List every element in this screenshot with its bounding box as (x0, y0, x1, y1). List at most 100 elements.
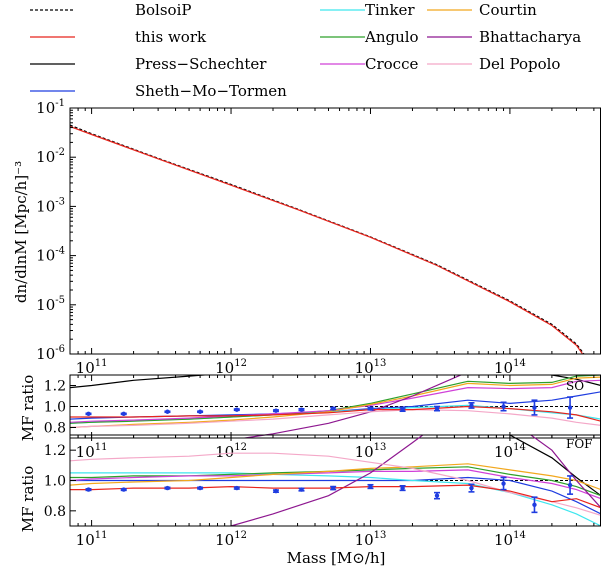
x-tick-label: 1011 (76, 530, 108, 549)
x-tick-label: 1013 (355, 530, 387, 549)
legend-label: Crocce (365, 55, 418, 73)
series-line (70, 452, 601, 516)
series-line (508, 435, 601, 497)
data-point (299, 487, 304, 492)
data-point (234, 485, 240, 491)
so-ratio-panel: 1011 1012 1013 1014 0.8 1.0 1.2 (44, 374, 601, 461)
legend-label: Sheth−Mo−Tormen (135, 82, 287, 100)
series-line (70, 472, 601, 526)
panel-frame (69, 107, 601, 355)
series-line (70, 124, 585, 354)
series-line (70, 469, 601, 500)
legend-label: BolsoiP (135, 1, 191, 19)
series-line (70, 405, 601, 422)
plot-area (70, 375, 601, 438)
data-point (567, 405, 573, 410)
y-tick-label: 10-4 (36, 246, 65, 265)
legend-label: Del Popolo (479, 55, 560, 73)
data-point (434, 493, 440, 498)
legend: BolsoiP this work Press−Schechter Sheth−Mo−… (30, 1, 581, 100)
series-line (70, 408, 601, 429)
top-y-axis-label: dn/dlnM [Mpc/h]⁻³ (12, 161, 30, 303)
data-point (330, 485, 336, 491)
series-line (70, 463, 601, 491)
x-tick-label: 1012 (215, 358, 247, 377)
mass-function-panel: 1011 1012 1013 1014 10-6 10-5 10-4 10-3 10-2 10-1 (36, 98, 601, 377)
data-point (400, 485, 405, 491)
data-point (121, 411, 126, 417)
series-line (70, 466, 601, 497)
plot-area (70, 435, 601, 526)
series-line (70, 125, 584, 354)
fof-ratio-panel: 1011 1012 1013 1014 0.8 1.0 1.2 (44, 434, 601, 549)
series-line (70, 379, 601, 423)
data-point (434, 406, 440, 411)
y-tick-label: 10-3 (36, 196, 65, 215)
legend-label: Courtin (479, 1, 537, 19)
legend-entry: Del Popolo (427, 55, 560, 73)
x-tick-label: 1012 (215, 442, 247, 461)
legend-entry: Crocce (320, 55, 418, 73)
data-point (121, 487, 126, 492)
data-point (165, 485, 170, 491)
data-point (368, 406, 373, 411)
data-point (501, 404, 506, 409)
x-tick-label: 1014 (494, 358, 526, 377)
legend-label: Tinker (365, 1, 415, 19)
series-line (70, 484, 601, 509)
series-line (70, 375, 601, 424)
x-tick-label: 1014 (494, 442, 526, 461)
y-tick-label: 10-1 (36, 98, 65, 117)
data-point (532, 502, 537, 507)
data-point (86, 411, 91, 417)
data-point (400, 407, 405, 412)
data-point (197, 485, 203, 491)
legend-entry: Press−Schechter (30, 55, 267, 73)
legend-entry: Bhattacharya (427, 28, 581, 46)
legend-entry: Tinker (320, 1, 415, 19)
x-tick-label: 1013 (355, 442, 387, 461)
y-tick-label: 1.2 (44, 443, 66, 459)
data-point (501, 481, 506, 486)
data-point (469, 485, 474, 491)
series-line (70, 476, 601, 515)
data-point (273, 488, 279, 494)
y-tick-label: 1.0 (44, 400, 66, 416)
fof-y-axis-label: MF ratio (19, 466, 37, 533)
y-tick-label: 10-2 (36, 147, 65, 166)
x-axis-label: Mass [M⊙/h] (287, 549, 386, 567)
series-line (70, 375, 601, 389)
data-point (299, 407, 304, 412)
data-point (567, 482, 573, 488)
data-point (330, 406, 336, 411)
data-point (234, 407, 240, 412)
x-tick-label: 1012 (215, 530, 247, 549)
legend-label: Bhattacharya (479, 28, 581, 46)
x-tick-label: 1014 (494, 530, 526, 549)
so-y-axis-label: MF ratio (19, 375, 37, 442)
data-point (197, 409, 203, 414)
so-annotation: SO (566, 379, 584, 393)
data-point (532, 405, 537, 410)
x-tick-label: 1013 (355, 358, 387, 377)
data-point (368, 484, 373, 489)
data-point (469, 403, 474, 408)
plot-area (70, 124, 585, 354)
y-tick-label: 0.8 (44, 504, 66, 520)
data-point (86, 487, 91, 492)
legend-label: this work (135, 28, 207, 46)
legend-label: Angulo (364, 28, 419, 46)
y-tick-label: 1.0 (44, 474, 66, 490)
y-tick-label: 1.2 (44, 379, 66, 395)
fof-annotation: FOF (566, 437, 593, 451)
data-point (273, 408, 279, 413)
y-tick-label: 10-5 (36, 295, 65, 314)
y-tick-label: 10-6 (36, 344, 65, 363)
series-line (240, 375, 463, 438)
x-tick-label: 1011 (76, 442, 108, 461)
legend-entry: BolsoiP (30, 1, 191, 19)
series-line (70, 376, 601, 429)
legend-entry: Courtin (427, 1, 537, 19)
x-tick-label: 1011 (76, 358, 108, 377)
